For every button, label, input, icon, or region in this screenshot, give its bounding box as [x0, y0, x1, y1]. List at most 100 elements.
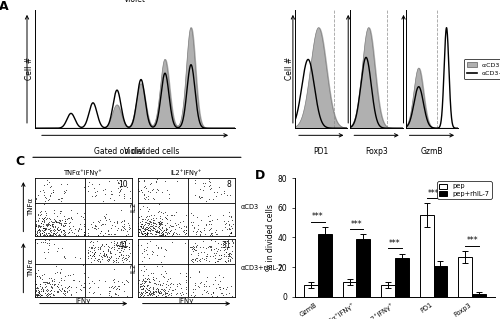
Point: [136, 213, 144, 218]
Point: [172, 230, 180, 235]
Point: [114, 259, 122, 264]
Point: [154, 219, 162, 225]
Point: [182, 231, 190, 236]
Point: [70, 231, 78, 236]
Point: [55, 221, 63, 226]
Point: [156, 288, 164, 293]
Point: [32, 232, 40, 237]
Point: [176, 282, 184, 287]
Point: [224, 252, 232, 257]
Point: [41, 227, 49, 233]
Point: [32, 238, 40, 243]
Point: [43, 291, 51, 296]
Point: [50, 276, 58, 281]
Point: [39, 223, 47, 228]
Point: [49, 221, 57, 226]
Point: [67, 208, 75, 213]
Point: [160, 275, 168, 280]
Point: [212, 246, 220, 251]
Point: [164, 212, 172, 217]
Point: [53, 226, 61, 231]
Point: [46, 220, 54, 225]
Point: [205, 258, 213, 263]
Point: [125, 244, 133, 249]
Point: [156, 230, 164, 235]
Point: [32, 281, 40, 286]
Point: [166, 228, 173, 233]
Point: [154, 293, 162, 298]
Point: [118, 207, 126, 212]
Point: [88, 278, 96, 284]
Point: [32, 219, 40, 224]
Point: [205, 221, 213, 226]
Point: [176, 271, 184, 276]
Point: [120, 248, 128, 253]
Point: [182, 273, 190, 278]
Point: [148, 232, 156, 237]
Point: [52, 214, 60, 219]
Text: 8: 8: [226, 180, 231, 189]
Point: [105, 292, 113, 297]
Point: [140, 193, 147, 198]
Point: [36, 233, 44, 238]
Point: [106, 288, 114, 293]
Point: [150, 231, 158, 236]
Point: [119, 225, 127, 230]
Point: [87, 245, 95, 250]
Point: [168, 293, 175, 298]
Point: [222, 249, 230, 254]
Point: [225, 227, 233, 232]
Point: [90, 251, 98, 256]
Point: [46, 222, 54, 227]
Point: [164, 289, 172, 294]
Point: [146, 288, 154, 293]
Point: [98, 254, 106, 259]
Point: [192, 245, 200, 250]
Point: [42, 212, 50, 217]
Point: [54, 226, 62, 231]
Point: [140, 230, 148, 235]
Point: [208, 233, 216, 238]
Point: [97, 228, 105, 234]
Point: [90, 258, 98, 263]
Point: [36, 227, 44, 232]
Point: [148, 251, 156, 256]
Point: [149, 250, 157, 255]
Point: [34, 227, 42, 233]
Point: [152, 228, 160, 234]
Point: [50, 293, 58, 298]
Point: [112, 258, 120, 263]
Point: [90, 226, 98, 231]
Point: [38, 220, 46, 225]
Point: [44, 216, 52, 221]
Point: [155, 208, 163, 213]
Point: [32, 224, 40, 229]
Point: [50, 231, 58, 236]
Point: [155, 233, 163, 238]
Point: [142, 278, 150, 284]
Point: [92, 189, 100, 194]
Point: [45, 292, 53, 297]
Point: [163, 291, 171, 296]
Point: [146, 292, 154, 297]
Point: [158, 230, 166, 235]
Point: [142, 232, 150, 237]
Point: [210, 290, 218, 295]
Point: [224, 238, 232, 243]
Point: [88, 193, 96, 198]
Point: [118, 227, 126, 233]
Point: [41, 282, 49, 287]
Point: [156, 232, 164, 237]
Point: [143, 221, 151, 226]
Point: [162, 293, 170, 298]
Point: [156, 220, 164, 225]
Point: [194, 193, 202, 198]
Point: [222, 287, 230, 292]
Point: [40, 239, 48, 244]
Point: [160, 268, 168, 273]
Point: [143, 244, 151, 249]
Point: [209, 254, 217, 259]
Point: [86, 285, 94, 290]
Bar: [342, 282, 356, 297]
Point: [40, 229, 48, 234]
